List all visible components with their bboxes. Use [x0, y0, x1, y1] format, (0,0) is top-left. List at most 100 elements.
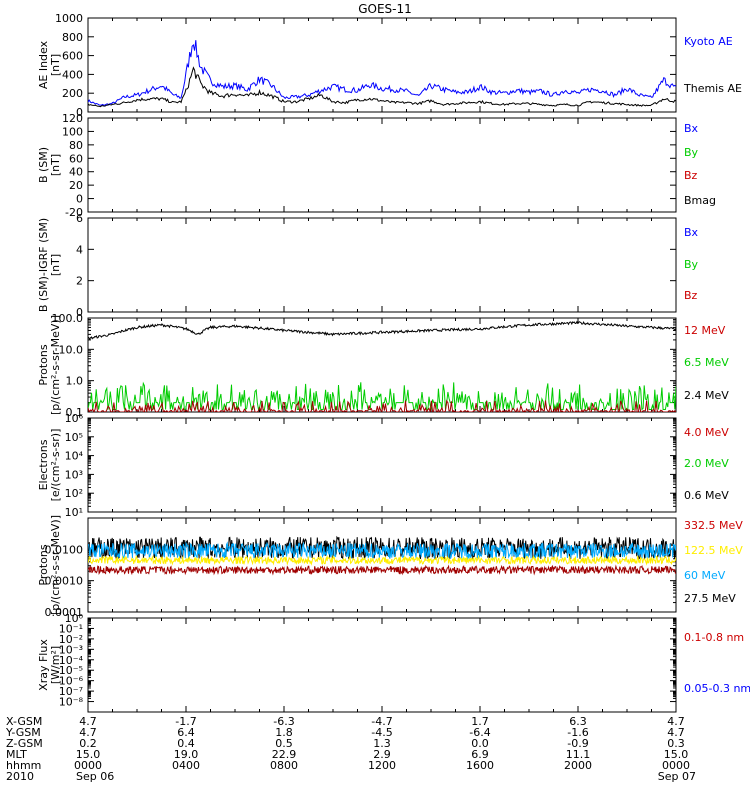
ephemeris-value: -4.7 [371, 715, 392, 728]
y-tick-label: 60 [69, 152, 83, 165]
ephemeris-value: 6.4 [177, 726, 195, 739]
y-tick-label: 0.1 [66, 406, 84, 419]
panel-protons_lo: 0.1 1.0 10.0 100.0 Protons [p/(cm²-s-sr-MeV)]… [37, 312, 729, 419]
ephemeris-value: 0000 [662, 759, 690, 772]
series-group [88, 535, 676, 576]
ephemeris-value: -1.7 [175, 715, 196, 728]
ephemeris-value: 15.0 [664, 748, 689, 761]
ephemeris-row-label: 2010 [6, 770, 34, 783]
y-tick-label: 800 [62, 31, 83, 44]
panel-electrons: 10¹ 10² 10³ 10⁴ 10⁵ 10⁶ Electrons [e/(cm²-s-sr)… [37, 412, 729, 519]
series-122.5-mev [88, 554, 676, 566]
y-tick-label: 100.0 [52, 312, 84, 325]
y-axis-unit: [nT] [49, 154, 62, 176]
ephemeris-value: 1.3 [373, 737, 391, 750]
legend-entry: 2.0 MeV [684, 457, 729, 470]
y-axis-unit: [e/(cm²-s-sr)] [49, 429, 62, 502]
ephemeris-value: 1600 [466, 759, 494, 772]
ephemeris-value: 1.8 [275, 726, 293, 739]
ephemeris-row-label: X-GSM [6, 715, 42, 728]
y-tick-label: 10⁵ [65, 431, 83, 444]
ephemeris-value: 0.3 [667, 737, 685, 750]
y-tick-label: 10⁰ [65, 612, 84, 625]
ephemeris-value: 19.0 [174, 748, 199, 761]
y-tick-label: 0.0100 [45, 543, 84, 556]
y-tick-label: 200 [62, 87, 83, 100]
legend-entry: 0.1-0.8 nm [684, 631, 744, 644]
panel-frame [87, 617, 677, 713]
y-tick-label: 0 [76, 193, 83, 206]
y-axis-label: Protons [37, 344, 50, 385]
y-tick-label: 1000 [55, 12, 83, 25]
ephemeris-value: 0400 [172, 759, 200, 772]
y-tick-label: 40 [69, 166, 83, 179]
legend-entry: 27.5 MeV [684, 592, 736, 605]
legend-entry: 6.5 MeV [684, 356, 729, 369]
panel-frame [87, 217, 677, 313]
ephemeris-value: 15.0 [76, 748, 101, 761]
y-tick-label: 400 [62, 68, 83, 81]
ephemeris-row-label: Z-GSM [6, 737, 43, 750]
y-tick-label: 10⁻¹ [59, 622, 83, 635]
panel-frame [87, 417, 677, 513]
legend-entry: Bz [684, 289, 698, 302]
y-axis-label: Xray Flux [37, 639, 50, 691]
y-tick-label: 10⁻⁸ [59, 696, 84, 709]
ephemeris-value: 0800 [270, 759, 298, 772]
panel-frame [87, 117, 677, 213]
ephemeris-row-label: MLT [6, 748, 27, 761]
y-tick-label: 4 [76, 243, 83, 256]
legend-entry: Bx [684, 226, 699, 239]
series-332.5-mev [88, 564, 676, 576]
legend-entry: 2.4 MeV [684, 389, 729, 402]
y-tick-label: 10⁻⁵ [59, 664, 83, 677]
ephemeris-value: 6.3 [569, 715, 587, 728]
y-axis-unit: [nT] [49, 54, 62, 76]
ephemeris-value: 0000 [74, 759, 102, 772]
y-tick-label: 10⁴ [65, 450, 84, 463]
series-group [88, 320, 676, 412]
legend-entry: 0.6 MeV [684, 489, 729, 502]
ephemeris-value: -1.6 [567, 726, 588, 739]
y-axis-unit: [p/(cm²-s-sr-MeV)] [49, 315, 62, 415]
y-tick-label: 10⁻⁴ [59, 654, 84, 667]
legend-entry: By [684, 146, 699, 159]
y-axis-label: AE Index [37, 40, 50, 89]
y-tick-label: 10⁻² [59, 633, 83, 646]
ephemeris-value: 11.1 [566, 748, 591, 761]
y-tick-label: 10³ [65, 468, 83, 481]
y-tick-label: 2 [76, 275, 83, 288]
legend-entry: Bz [684, 169, 698, 182]
panel-frame [87, 17, 677, 113]
ephemeris-value: -6.4 [469, 726, 490, 739]
y-tick-label: 10⁻⁷ [59, 685, 83, 698]
series-6.5-mev [88, 381, 676, 412]
ephemeris-value: 0.0 [471, 737, 489, 750]
ephemeris-value: 0.2 [79, 737, 97, 750]
y-tick-label: 0 [76, 106, 83, 119]
y-axis-label: Protons [37, 544, 50, 585]
y-tick-label: 20 [69, 179, 83, 192]
ephemeris-value: 6.9 [471, 748, 489, 761]
y-tick-label: 10⁻³ [59, 643, 83, 656]
ephemeris-value: 0.5 [275, 737, 293, 750]
legend-entry: Themis AE [683, 82, 742, 95]
y-tick-label: 0.0001 [45, 606, 84, 619]
ephemeris-value: -0.9 [567, 737, 588, 750]
ephemeris-value: 2.9 [373, 748, 391, 761]
y-tick-label: 10⁻⁶ [59, 675, 84, 688]
y-tick-label: 100 [62, 125, 83, 138]
legend-entry: 332.5 MeV [684, 519, 743, 532]
legend-entry: 60 MeV [684, 569, 726, 582]
ephemeris-value: 22.9 [272, 748, 297, 761]
panel-bigrf: 0 2 4 6 B (SM)-IGRF (SM) [nT] Bx By Bz [37, 212, 699, 319]
y-axis-unit: [p/(cm²-s-sr-MeV)] [49, 515, 62, 615]
ephemeris-value: 0.4 [177, 737, 195, 750]
series-60-mev [88, 541, 676, 561]
ephemeris-value: 1200 [368, 759, 396, 772]
y-tick-label: 0 [76, 306, 83, 319]
series-themis-ae [88, 66, 676, 108]
